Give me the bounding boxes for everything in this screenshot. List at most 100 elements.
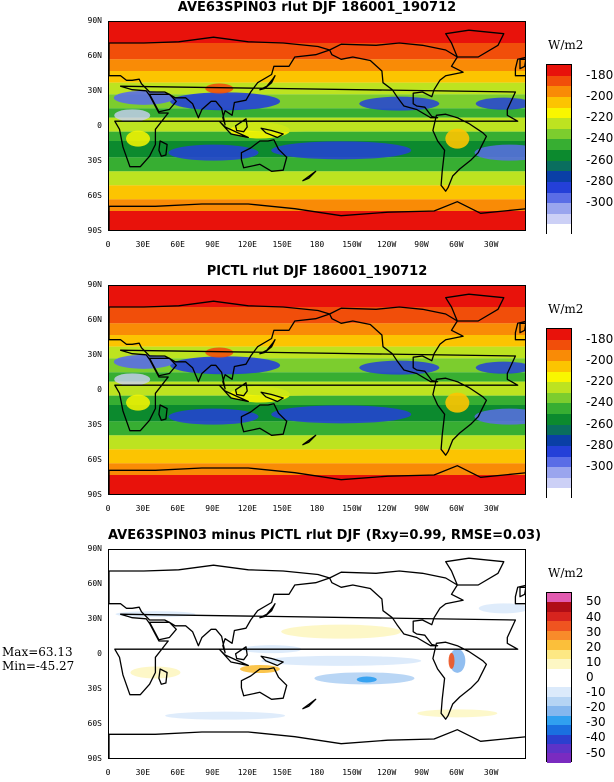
colorbar-swatch — [547, 687, 571, 697]
colorbar-label: 50 — [586, 594, 602, 609]
colorbar-label: -260 — [586, 152, 614, 167]
lon-tick-label: 90W — [414, 768, 429, 777]
colorbar-swatch — [547, 435, 571, 446]
lat-tick-label: 90S — [87, 754, 102, 763]
colorbar-label: -50 — [586, 745, 606, 760]
lon-tick-label: 60W — [449, 240, 464, 249]
lon-tick-label: 150E — [272, 504, 292, 513]
colorbar-label: 0 — [586, 670, 594, 684]
colorbar-label: -200 — [586, 352, 614, 367]
colorbar-swatch — [547, 392, 571, 404]
lat-tick-label: 60N — [87, 579, 102, 588]
lon-tick-label: 90W — [414, 240, 429, 249]
colorbar-label: 30 — [586, 624, 602, 639]
colorbar-swatch — [547, 203, 571, 214]
colorbar-label: -30 — [586, 715, 606, 730]
colorbar-swatch — [547, 477, 571, 489]
max-value: Max=63.13 — [2, 645, 73, 659]
lon-tick-label: 30W — [483, 504, 499, 513]
colorbar-swatch — [547, 160, 571, 172]
lat-tick-label: 0 — [97, 385, 102, 394]
lon-tick-label: 0 — [105, 768, 111, 777]
lon-tick-label: 60W — [449, 768, 464, 777]
colorbar-swatch — [547, 213, 571, 225]
panel-title: AVE63SPIN03 minus PICTL rlut DJF (Rxy=0.… — [108, 528, 542, 543]
lat-tick-label: 60N — [87, 315, 102, 324]
lon-tick-label: 120E — [237, 768, 257, 777]
colorbar-swatch — [547, 602, 571, 612]
lon-tick-label: 30E — [135, 504, 151, 513]
lon-tick-label: 120W — [377, 240, 397, 249]
lon-tick-label: 180 — [309, 240, 325, 249]
lon-tick-label: 60E — [170, 240, 185, 249]
lon-tick-label: 0 — [105, 240, 111, 249]
map-plot — [108, 549, 526, 759]
lat-tick-label: 60S — [87, 719, 102, 728]
colorbar-swatch — [547, 65, 571, 76]
colorbar-label: -300 — [586, 459, 614, 474]
colorbar-swatch — [547, 350, 571, 361]
colorbar-swatch — [547, 360, 571, 372]
colorbar-swatch — [547, 734, 571, 744]
colorbar-swatch — [547, 192, 571, 204]
colorbar — [546, 328, 572, 499]
colorbar-label: -280 — [586, 173, 614, 188]
colorbar-swatch — [547, 139, 571, 150]
colorbar-swatch — [547, 753, 571, 763]
colorbar-swatch — [547, 668, 571, 678]
colorbar-swatch — [547, 371, 571, 383]
lat-tick-label: 90N — [87, 280, 102, 289]
lon-tick-label: 150W — [342, 504, 362, 513]
lat-tick-label: 90S — [87, 226, 102, 235]
lon-tick-label: 120W — [377, 504, 397, 513]
panel-3: AVE63SPIN03 minus PICTL rlut DJF (Rxy=0.… — [0, 528, 614, 782]
olr-map — [109, 22, 525, 230]
colorbar-swatch — [547, 659, 571, 669]
lon-tick-label: 60W — [449, 504, 464, 513]
colorbar-swatch — [547, 181, 571, 193]
colorbar-label: -240 — [586, 131, 614, 146]
lon-tick-label: 0 — [105, 504, 111, 513]
stats-box: Max=63.13 Min=-45.27 — [2, 645, 74, 673]
lat-tick-label: 90N — [87, 16, 102, 25]
lon-tick-label: 90E — [205, 504, 220, 513]
lon-tick-label: 150W — [342, 240, 362, 249]
colorbar-label: -180 — [586, 67, 614, 82]
lon-tick-label: 180 — [309, 504, 325, 513]
lon-tick-label: 30E — [135, 768, 151, 777]
colorbar-swatch — [547, 611, 571, 622]
panel-title: AVE63SPIN03 rlut DJF 186001_190712 — [177, 0, 457, 15]
colorbar — [546, 64, 572, 235]
lon-tick-label: 150E — [272, 768, 292, 777]
panel-2: PICTL rlut DJF 186001_190712 90N 60N 30N 0 3… — [0, 264, 614, 524]
lon-tick-label: 30W — [483, 240, 499, 249]
lon-tick-label: 120W — [377, 768, 397, 777]
colorbar-label: -260 — [586, 416, 614, 431]
colorbar-label: -20 — [586, 700, 606, 715]
panel-title: PICTL rlut DJF 186001_190712 — [206, 264, 428, 279]
colorbar-swatch — [547, 630, 571, 641]
lat-tick-label: 30S — [87, 156, 102, 165]
colorbar-swatch — [547, 649, 571, 660]
colorbar-swatch — [547, 488, 571, 499]
lon-tick-label: 150W — [342, 768, 362, 777]
lat-tick-label: 60S — [87, 455, 102, 464]
colorbar-label: -10 — [586, 685, 606, 700]
colorbar-swatch — [547, 424, 571, 436]
colorbar-swatch — [547, 329, 571, 340]
lat-tick-label: 30S — [87, 684, 102, 693]
olr-map — [109, 286, 525, 494]
units-label: W/m2 — [548, 302, 584, 316]
lat-tick-label: 60N — [87, 51, 102, 60]
colorbar-label: 10 — [586, 654, 602, 669]
lat-tick-label: 0 — [97, 649, 102, 658]
colorbar-swatch — [547, 706, 571, 716]
lon-tick-label: 150E — [272, 240, 292, 249]
colorbar-swatch — [547, 696, 571, 707]
lon-tick-label: 120E — [237, 504, 257, 513]
lon-tick-label: 60E — [170, 768, 185, 777]
units-label: W/m2 — [548, 566, 584, 580]
map-plot — [108, 285, 526, 495]
colorbar-swatch — [547, 128, 571, 140]
colorbar-label: -300 — [586, 195, 614, 210]
